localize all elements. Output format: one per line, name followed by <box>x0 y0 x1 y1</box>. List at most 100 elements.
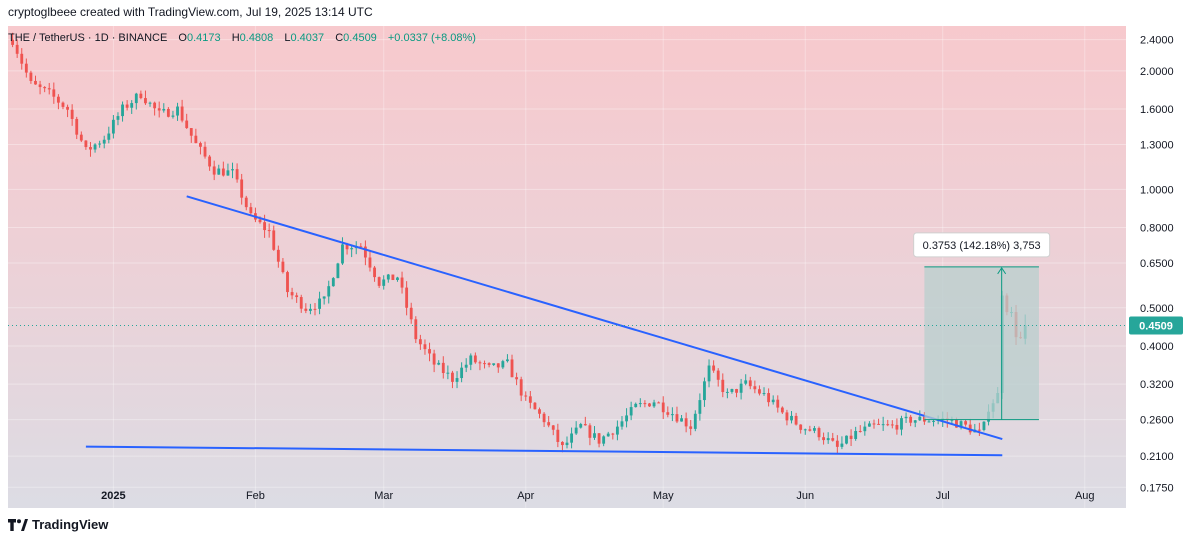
candle-body <box>111 119 115 134</box>
candle-body <box>249 207 253 214</box>
candle-body <box>506 359 509 362</box>
candle-body <box>56 96 60 103</box>
candle-body <box>602 436 606 444</box>
high-label: H <box>231 32 240 44</box>
candle-body <box>588 425 592 438</box>
y-tick-label: 1.3000 <box>1140 139 1174 151</box>
candle-body <box>199 143 202 147</box>
candle-body <box>396 277 399 281</box>
measure-arrow-icon <box>997 266 1007 275</box>
candle-body <box>350 248 354 250</box>
x-axis: 2025 Feb Mar Apr May Jun Jul Aug <box>101 490 1094 502</box>
candle-body <box>629 407 633 416</box>
symbol-name[interactable]: THE / TetherUS · 1D · BINANCE <box>8 32 168 44</box>
candle-body <box>368 257 372 268</box>
candle-body <box>267 230 271 232</box>
candle-body <box>171 115 175 117</box>
candle-body <box>299 297 303 309</box>
current-price-badge <box>1129 316 1183 335</box>
candle-body <box>437 362 441 365</box>
candle-body <box>373 267 376 278</box>
candle-body <box>968 424 972 433</box>
horizontal-support-line <box>85 445 1003 457</box>
candle-body <box>428 349 431 354</box>
candle-body <box>492 363 496 365</box>
candle-body <box>304 308 308 311</box>
candle-body <box>863 426 867 432</box>
candle-body <box>744 380 748 384</box>
high-value: 0.4808 <box>239 32 274 44</box>
candle-body <box>661 402 665 413</box>
candle-body <box>597 433 601 444</box>
candle-body <box>515 377 519 380</box>
candle-body <box>189 128 193 136</box>
candle-body <box>758 389 761 394</box>
close-value: 0.4509 <box>343 32 377 44</box>
candle-body <box>281 261 285 273</box>
candle-body <box>496 363 500 368</box>
candle-body <box>767 393 771 403</box>
candle-body <box>84 140 88 148</box>
candle-body <box>826 438 830 441</box>
candle-body <box>139 93 143 99</box>
candle-body <box>533 402 537 410</box>
x-tick-label: Feb <box>246 490 265 502</box>
measure-label: 0.3753 (142.18%) 3,753 <box>923 240 1041 252</box>
close-label: C <box>335 32 344 44</box>
candle-body <box>556 429 560 442</box>
candle-body <box>180 106 184 121</box>
candle-body <box>643 403 647 405</box>
candle-body <box>877 423 880 425</box>
candle-body <box>501 361 505 368</box>
symbol-ohlc-legend: THE / TetherUS · 1D · BINANCE O0.4173 H0… <box>8 32 476 44</box>
candle-body <box>276 249 280 262</box>
candle-body <box>363 246 367 258</box>
candle-body <box>66 106 69 110</box>
candle-body <box>684 418 688 427</box>
tradingview-brand[interactable]: TradingView <box>8 517 108 532</box>
candle-body <box>345 244 349 250</box>
y-tick-label: 0.4000 <box>1140 341 1174 353</box>
candle-body <box>693 413 697 429</box>
candle-body <box>34 80 37 85</box>
y-tick-label: 2.4000 <box>1140 35 1174 47</box>
candle-body <box>799 424 803 430</box>
candle-body <box>240 179 244 198</box>
candle-body <box>909 416 913 423</box>
candle-body <box>322 296 326 299</box>
candle-body <box>423 344 427 350</box>
candle-body <box>776 399 780 408</box>
candle-body <box>547 422 551 426</box>
y-tick-label: 1.6000 <box>1140 104 1174 116</box>
candle-body <box>803 429 807 431</box>
candle-body <box>432 353 436 365</box>
candle-body <box>890 424 894 426</box>
candle-body <box>831 438 835 441</box>
candle-body <box>634 403 638 408</box>
candle-body <box>441 362 445 374</box>
candle-body <box>895 424 899 430</box>
candle-body <box>15 44 19 54</box>
candle-body <box>881 424 885 426</box>
credit-text: cryptoglbeee created with TradingView.co… <box>8 5 373 19</box>
candle-body <box>583 424 587 426</box>
candle-body <box>657 402 661 404</box>
candle-body <box>698 400 702 414</box>
candle-body <box>313 308 317 310</box>
candle-body <box>318 298 321 309</box>
candle-body <box>964 421 968 425</box>
candle-body <box>176 106 179 116</box>
candle-body <box>519 379 523 396</box>
candle-body <box>565 442 569 446</box>
candle-body <box>38 84 42 88</box>
x-tick-label: Aug <box>1075 490 1095 502</box>
candle-body <box>47 88 51 90</box>
candle-body <box>473 355 477 363</box>
candle-body <box>336 263 340 279</box>
candle-body <box>840 443 844 447</box>
candle-body <box>460 367 464 379</box>
candle-body <box>79 134 83 141</box>
y-tick-label: 2.0000 <box>1140 66 1174 78</box>
candle-body <box>75 118 79 135</box>
